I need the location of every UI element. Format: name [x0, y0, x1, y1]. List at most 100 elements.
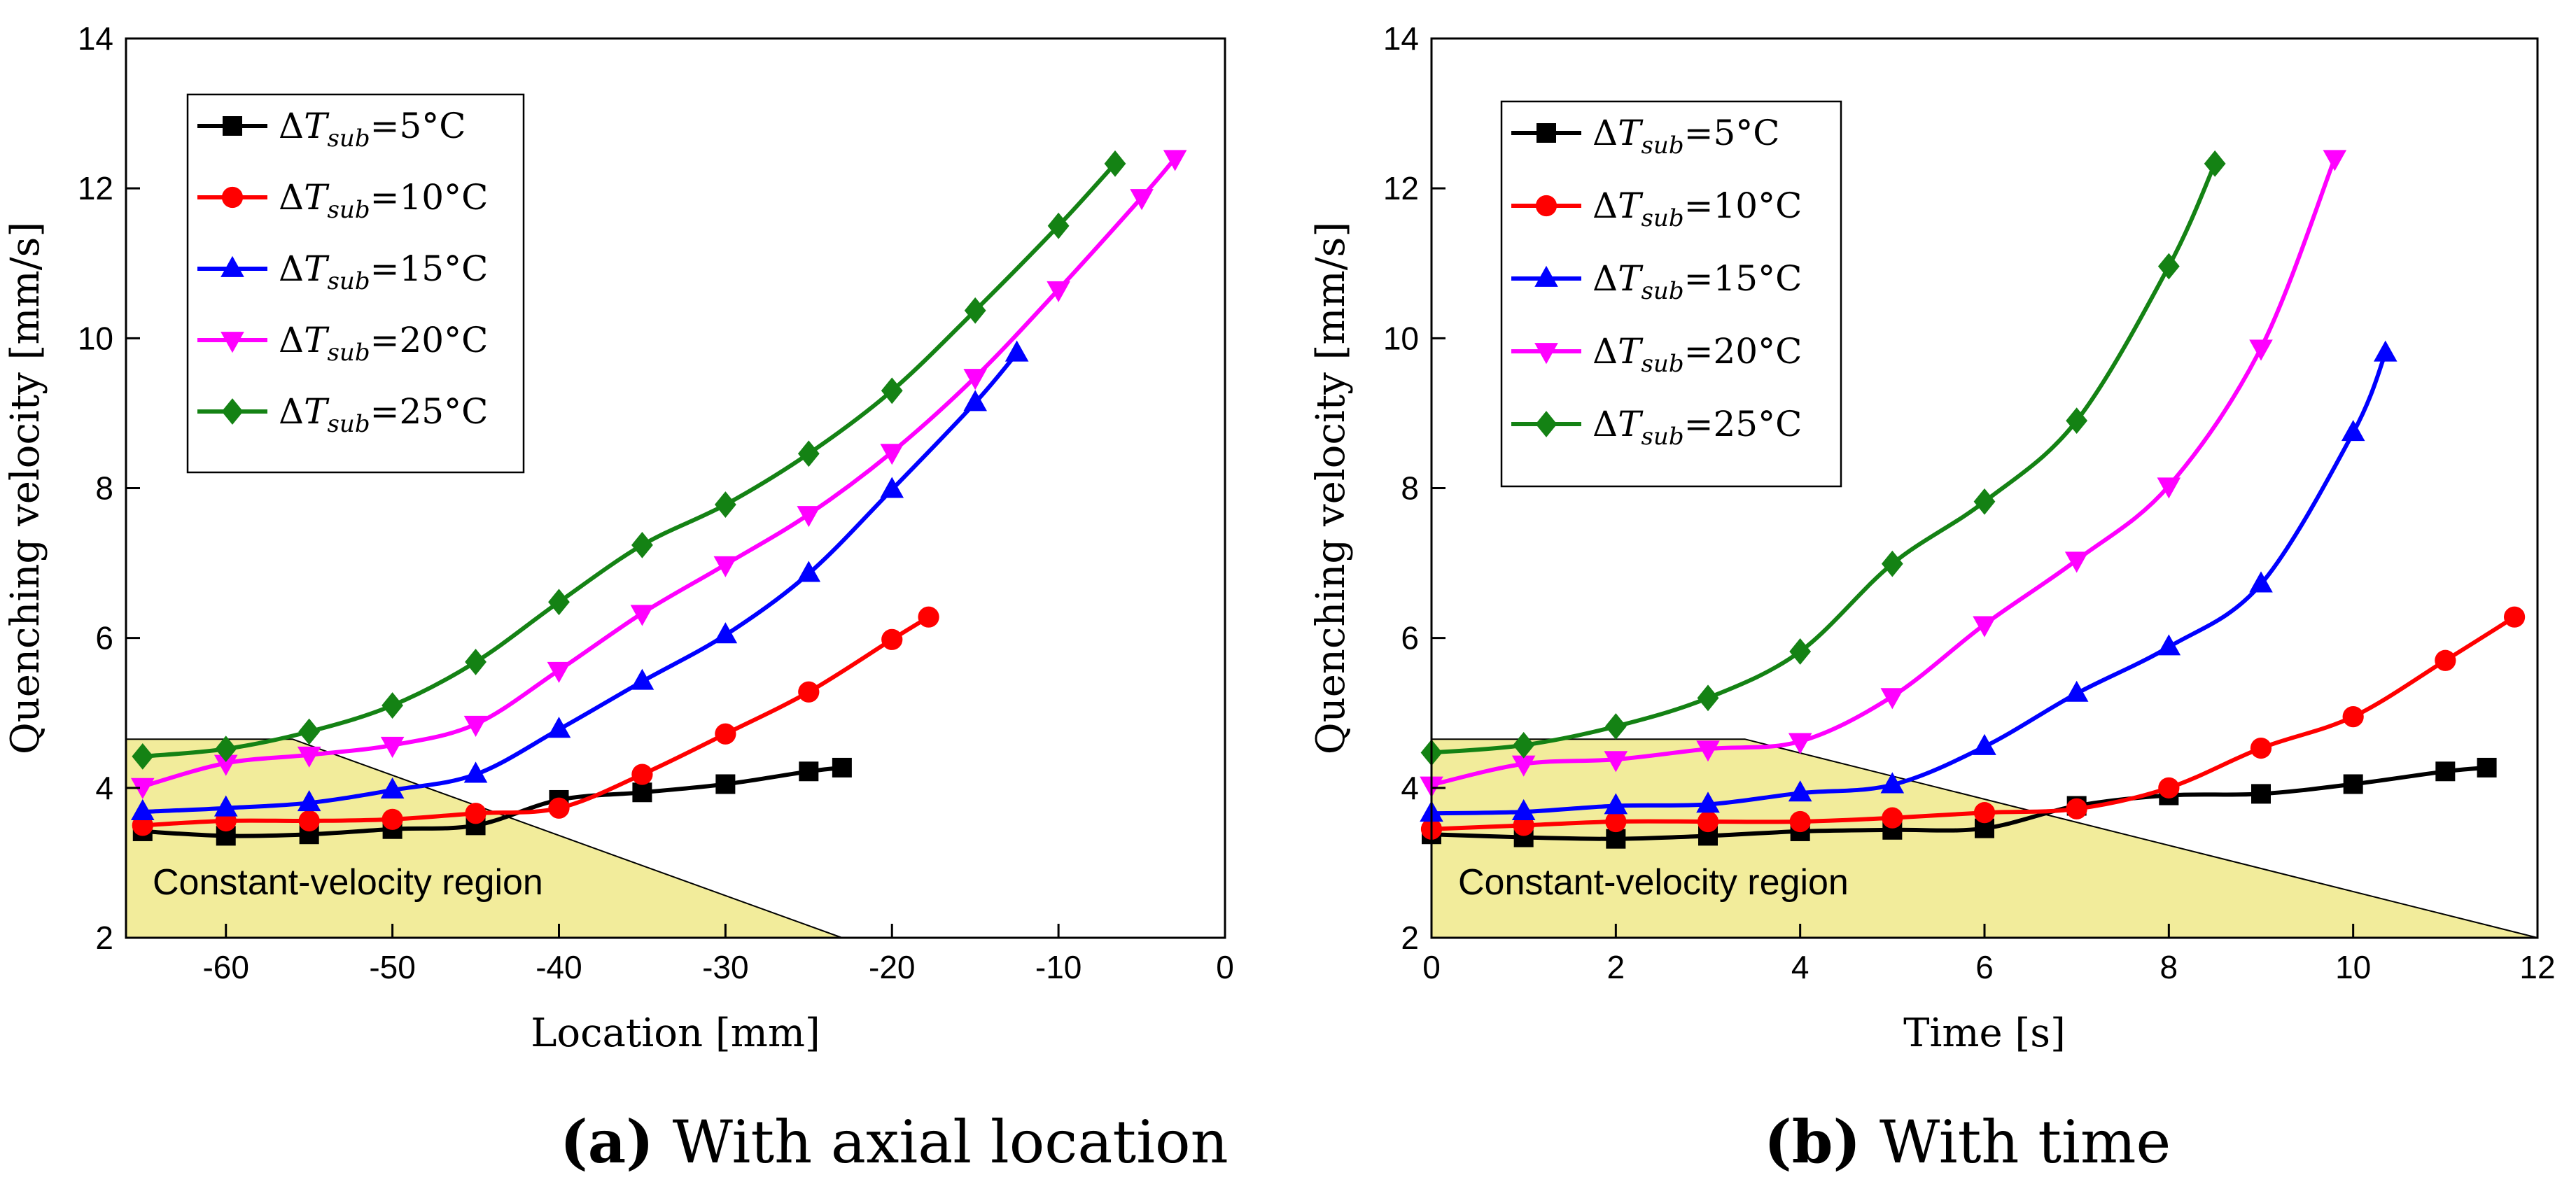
region-label: Constant-velocity region [1458, 862, 1849, 903]
data-point-0-7 [715, 774, 736, 794]
legend-entry-3: ΔTsub=20°C [1592, 331, 1802, 378]
data-point-1-11 [2435, 649, 2456, 671]
x-tick-label: 12 [2519, 949, 2555, 985]
y-tick-label: 14 [78, 20, 113, 57]
data-point-0-6 [632, 782, 652, 803]
caption-a-text: With axial location [653, 1108, 1228, 1176]
data-point-4-9 [881, 377, 903, 404]
data-point-3-10 [963, 369, 987, 391]
data-point-4-1 [215, 736, 237, 763]
data-point-4-7 [714, 491, 736, 518]
y-tick-label: 2 [1401, 920, 1419, 956]
caption-b-text: With time [1861, 1108, 2171, 1176]
legend-marker-1 [221, 186, 244, 209]
legend-marker-0 [1536, 123, 1556, 143]
data-point-1-6 [631, 764, 653, 785]
data-point-2-10 [963, 390, 987, 411]
data-point-3-8 [797, 506, 821, 528]
legend-marker-4 [1535, 411, 1558, 437]
data-point-1-3 [382, 808, 403, 830]
x-axis-label: Time [s] [1903, 1011, 2066, 1056]
legend-entry-2: ΔTsub=15°C [1592, 258, 1802, 305]
data-point-3-4 [463, 715, 488, 738]
legend-entry-3: ΔTsub=20°C [279, 320, 488, 367]
data-point-1-8 [798, 681, 820, 703]
x-tick-label: -60 [202, 949, 248, 985]
data-point-1-10 [2342, 705, 2364, 728]
data-point-4-5 [1881, 550, 1903, 577]
data-point-1-7 [2066, 798, 2087, 819]
data-point-1-2 [1605, 810, 1627, 833]
x-axis-label: Location [mm] [531, 1011, 820, 1056]
data-point-2-6 [1973, 733, 1996, 755]
x-tick-label: 2 [1607, 949, 1625, 985]
data-point-3-3 [380, 736, 405, 758]
data-point-3-6 [1973, 616, 1996, 638]
series-line-0 [142, 765, 843, 838]
data-point-3-1 [1511, 755, 1536, 777]
x-tick-label: 8 [2160, 949, 2178, 985]
data-point-4-8 [797, 440, 820, 467]
data-point-2-9 [2249, 571, 2273, 593]
caption-b-id: (b) [1764, 1107, 1861, 1176]
data-point-4-3 [382, 692, 404, 719]
x-tick-label: -50 [369, 949, 415, 985]
data-point-4-2 [1604, 713, 1627, 740]
legend-marker-4 [221, 398, 244, 425]
y-axis-label: Quenching velocity [mm/s] [3, 222, 48, 754]
data-point-4-11 [1047, 212, 1070, 239]
data-point-1-5 [1882, 807, 1903, 829]
data-point-3-2 [297, 746, 321, 768]
legend-marker-2 [220, 255, 244, 277]
data-point-1-5 [548, 797, 570, 819]
data-point-3-4 [1788, 733, 1812, 754]
y-tick-label: 14 [1383, 20, 1419, 57]
x-tick-label: 0 [1422, 949, 1441, 985]
data-point-3-13 [1163, 150, 1187, 171]
data-point-3-0 [130, 778, 155, 799]
y-tick-label: 10 [1383, 320, 1419, 356]
data-point-2-11 [2373, 340, 2398, 362]
data-point-3-3 [1696, 740, 1720, 762]
data-point-1-6 [1973, 802, 1996, 824]
data-point-3-12 [1130, 189, 1154, 211]
data-point-1-7 [715, 723, 736, 745]
data-point-4-0 [132, 743, 154, 770]
x-tick-label: -40 [536, 949, 582, 985]
legend-entry-0: ΔTsub=5°C [1592, 113, 1780, 160]
data-point-2-1 [1511, 798, 1536, 820]
data-point-2-7 [2064, 680, 2089, 702]
series-line-3 [141, 157, 1177, 789]
data-point-3-11 [1046, 281, 1070, 302]
y-tick-label: 6 [95, 620, 113, 656]
x-tick-label: -20 [869, 949, 915, 985]
data-point-1-2 [298, 810, 320, 832]
y-tick-label: 12 [1383, 170, 1419, 206]
data-point-2-0 [130, 798, 155, 820]
y-tick-label: 10 [78, 320, 113, 356]
data-point-1-9 [881, 628, 903, 650]
data-point-4-1 [1513, 731, 1535, 759]
data-point-2-2 [1604, 793, 1628, 815]
data-point-3-7 [2064, 551, 2089, 573]
data-point-0-2 [1606, 829, 1626, 849]
data-point-1-12 [2503, 606, 2526, 628]
data-point-0-9 [832, 757, 852, 778]
y-tick-label: 4 [1401, 770, 1419, 806]
data-point-2-7 [713, 622, 738, 644]
x-tick-label: 4 [1791, 949, 1809, 985]
data-point-2-3 [1696, 791, 1720, 813]
data-point-3-6 [630, 605, 654, 626]
data-point-2-5 [1880, 772, 1905, 794]
legend-marker-3 [220, 332, 244, 353]
data-point-4-4 [1789, 638, 1812, 665]
legend-marker-1 [1535, 195, 1558, 217]
legend-entry-0: ΔTsub=5°C [279, 106, 466, 153]
data-point-3-5 [547, 661, 571, 683]
legend-entry-1: ΔTsub=10°C [1592, 185, 1802, 232]
data-point-4-2 [298, 718, 321, 745]
legend-entry-4: ΔTsub=25°C [279, 391, 488, 438]
